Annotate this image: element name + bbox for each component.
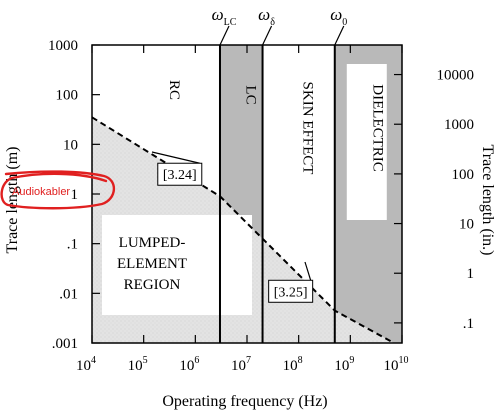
marker-leader [262, 25, 273, 46]
x-tick-label: 106 [179, 355, 199, 374]
lumped-region-label-line: ELEMENT [117, 256, 187, 272]
marker-leader [219, 25, 230, 46]
axis-ticks: 1000 100 10 1 .1 .01 .001 10000 1000 100 10 1 .1 104 1… [48, 38, 474, 374]
handwritten-annotation: Audiokabler [0, 170, 116, 210]
x-tick-label: 107 [231, 355, 251, 374]
equation-ref-label: [3.25] [274, 285, 308, 300]
y2-tick-label: 100 [452, 167, 475, 183]
boundary-curve-layer [91, 116, 395, 344]
ref-pointer [304, 261, 312, 281]
frequency-marker-label: ω0 [330, 5, 347, 28]
y2-tick-label: 10 [459, 217, 474, 233]
y-tick-label: .001 [52, 336, 78, 352]
ref-pointer [151, 151, 200, 164]
region-label-dielectric: DIELECTRIC [369, 84, 385, 172]
region-label-lc: LC [242, 85, 258, 104]
x-axis-label: Operating frequency (Hz) [162, 393, 327, 410]
frequency-marker-label: ωLC [212, 5, 237, 28]
y-tick-label: 10 [63, 137, 78, 153]
frequency-markers: ωLC ωδ ω0 [212, 5, 347, 46]
equation-refs: [3.24] [3.25] [151, 151, 314, 303]
equation-ref-label: [3.24] [163, 168, 197, 183]
lumped-region-label-line: REGION [124, 277, 181, 293]
y-tick-label: .01 [59, 286, 78, 302]
y-axis-label: Trace length (m) [4, 147, 21, 254]
region-label-skin-effect: SKIN EFFECT [300, 82, 316, 175]
marker-leader [334, 25, 345, 46]
y2-axis-label: Trace length (in.) [479, 145, 496, 256]
dielectric-label-box [346, 64, 387, 220]
x-tick-label: 104 [76, 355, 96, 374]
y2-tick-label: .1 [463, 316, 474, 332]
region-boundaries [218, 45, 336, 343]
annotation-text: Audiokabler [12, 186, 70, 198]
lumped-label-box [102, 215, 252, 315]
x-tick-label: 105 [128, 355, 148, 374]
y-tick-label: 100 [56, 88, 79, 104]
y-tick-label: .1 [67, 237, 78, 253]
y2-tick-label: 10000 [437, 68, 475, 84]
ref-box [268, 279, 314, 303]
ref-box [157, 162, 203, 186]
x-tick-label: 1010 [384, 355, 409, 374]
y2-tick-label: 1 [467, 266, 475, 282]
x-tick-label: 108 [283, 355, 303, 374]
annotation-scribble [0, 170, 116, 210]
x-tick-label: 109 [334, 355, 354, 374]
lumped-region-label-line: LUMPED- [119, 235, 186, 251]
y2-tick-label: 1000 [444, 117, 474, 133]
y-tick-label: 1000 [48, 38, 78, 54]
dashed-boundary-line [91, 116, 395, 344]
frequency-marker-label: ωδ [258, 5, 275, 28]
y-tick-label: 1 [71, 187, 79, 203]
region-label-rc: RC [166, 80, 182, 100]
region-labels: RC LC SKIN EFFECT DIELECTRIC LUMPED- ELEMENT R… [117, 80, 385, 293]
